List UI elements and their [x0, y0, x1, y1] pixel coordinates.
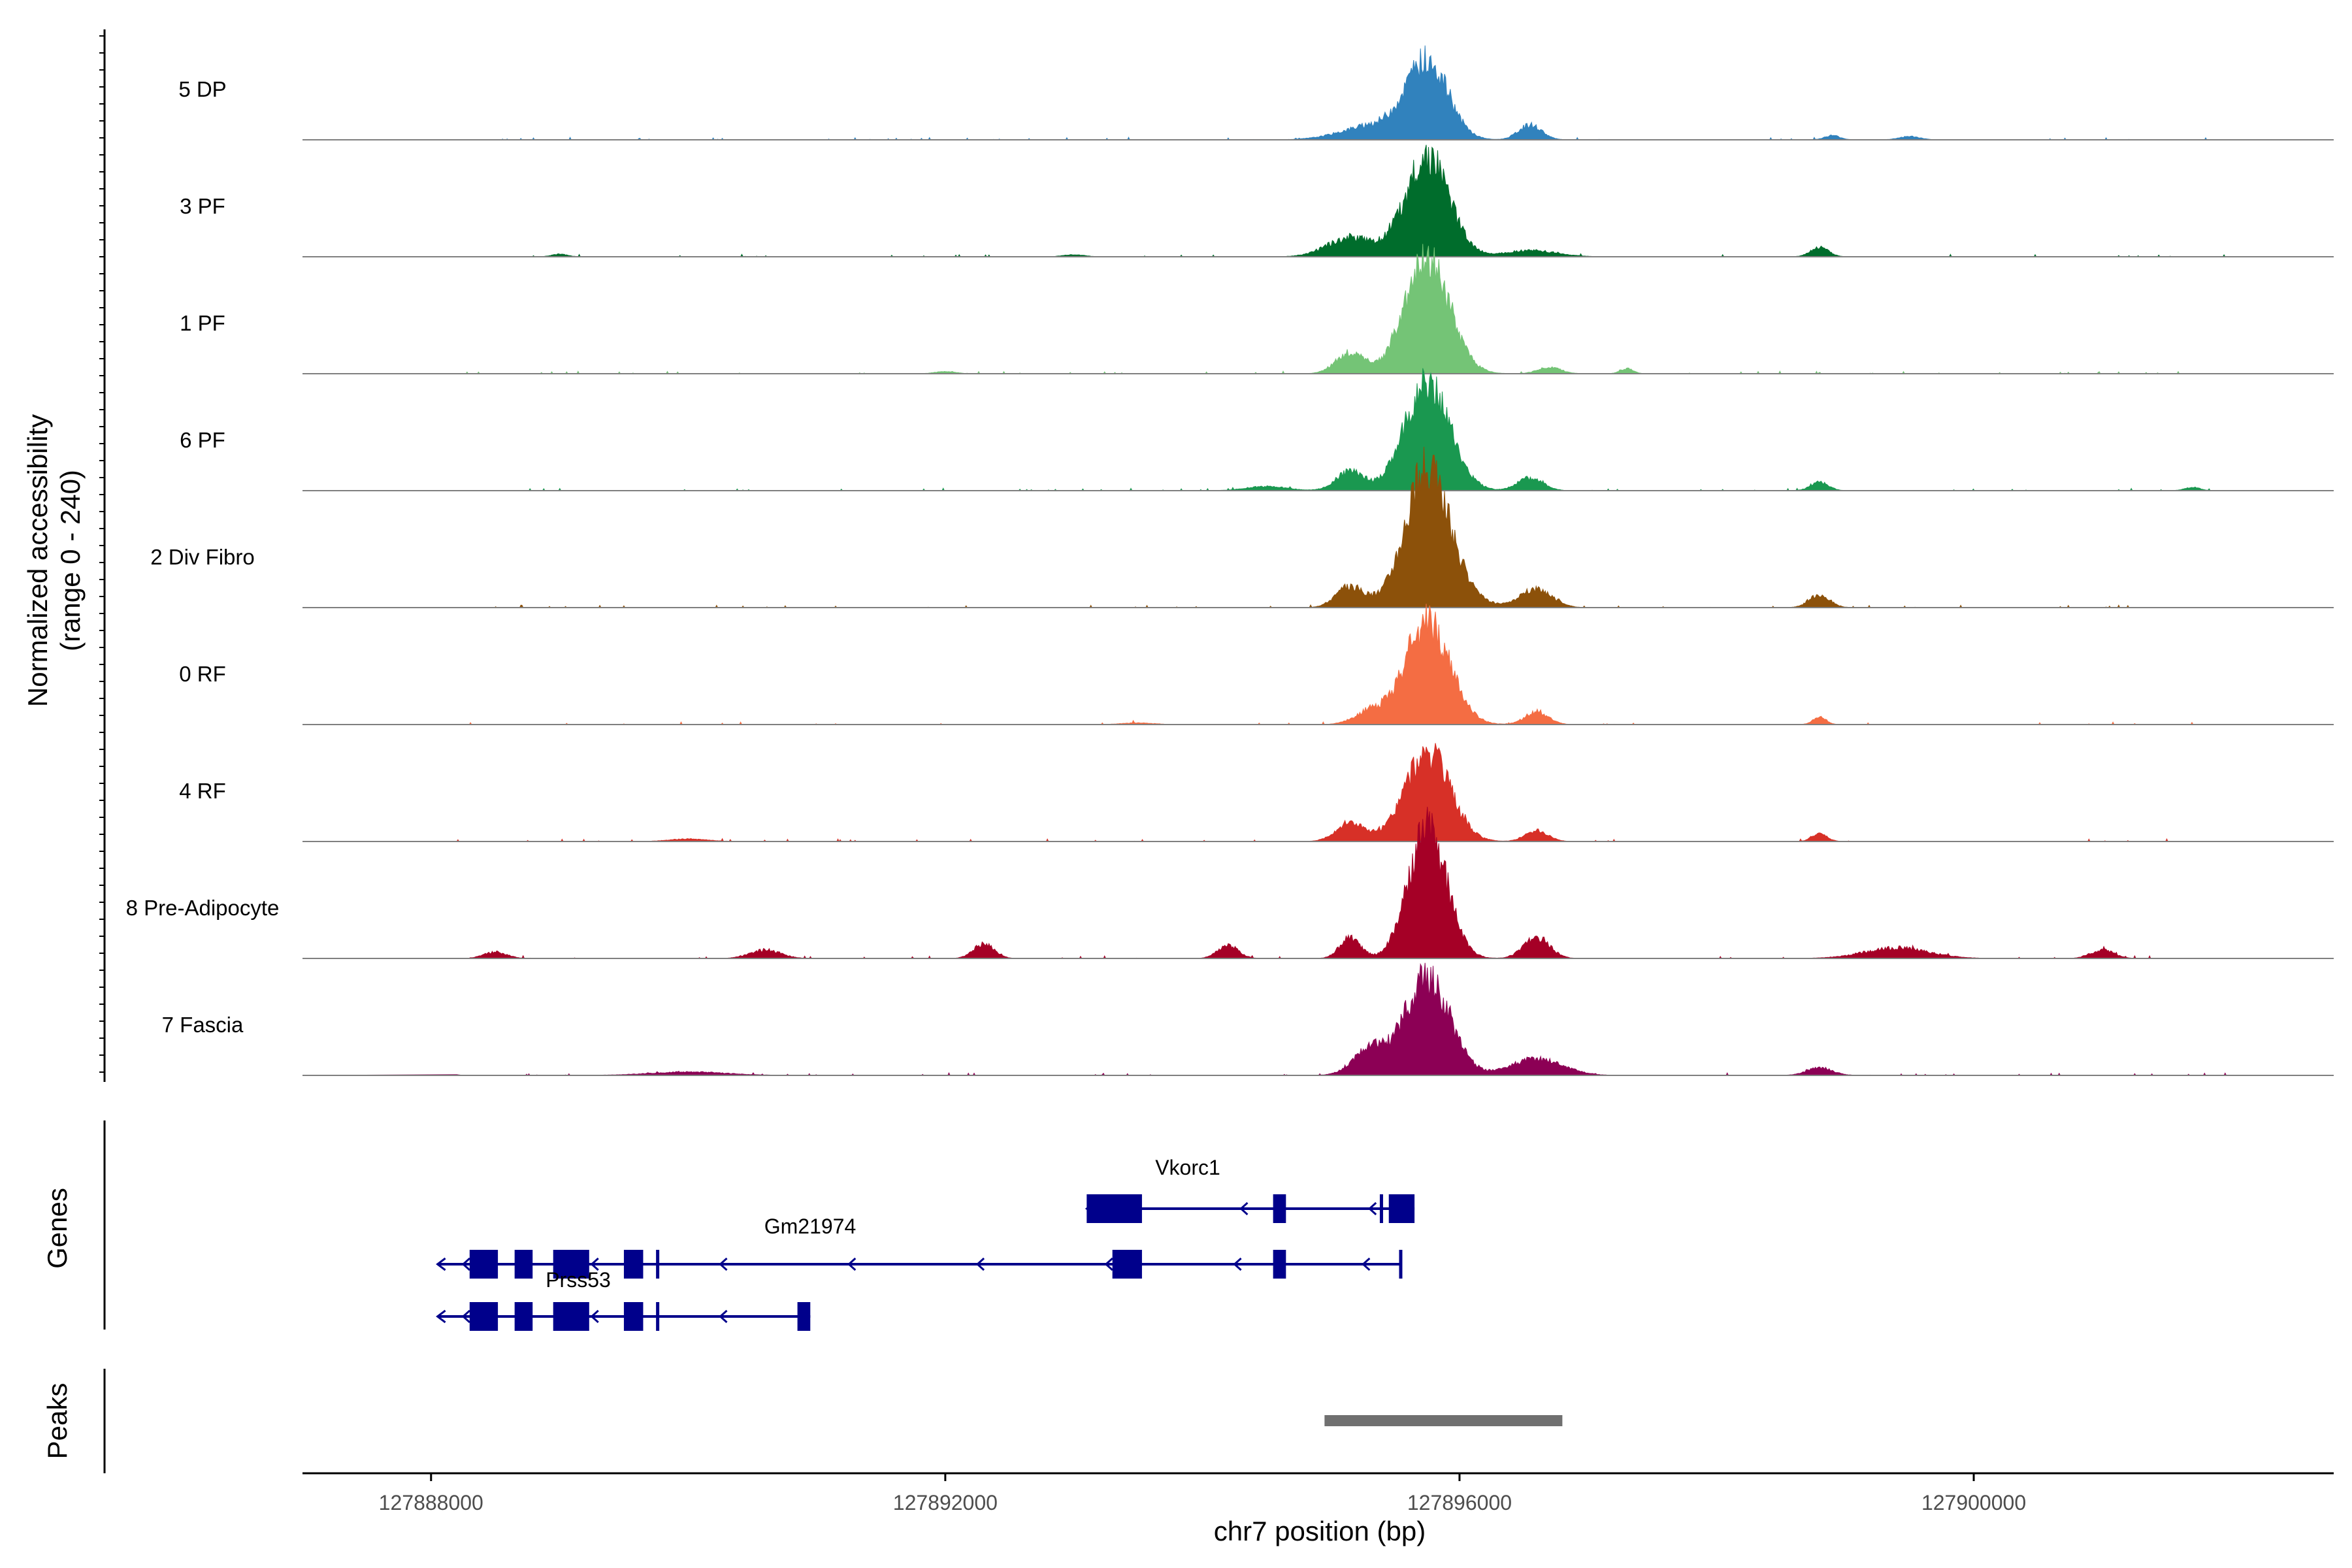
coverage-area-2-div-fibro: [302, 446, 2231, 608]
strand-arrow: [590, 1309, 599, 1324]
track-0-rf: [302, 604, 2334, 725]
coverage-area-4-rf: [302, 743, 2231, 843]
track-7-fascia: [302, 962, 2334, 1076]
track-5-dp: [302, 45, 2334, 140]
track-label-7-fascia: 7 Fascia: [162, 1013, 244, 1037]
track-2-div-fibro: [302, 446, 2334, 608]
track-label-2-div-fibro: 2 Div Fibro: [150, 545, 255, 569]
strand-arrow: [1367, 1201, 1377, 1216]
exon: [469, 1302, 498, 1331]
strand-arrow: [975, 1257, 985, 1271]
track-4-rf: [302, 743, 2334, 843]
exon: [1399, 1250, 1403, 1279]
track-label-8-pre-adipocyte: 8 Pre-Adipocyte: [126, 896, 280, 920]
exon: [1388, 1194, 1415, 1223]
coverage-area-8-pre-adipocyte: [302, 806, 2231, 959]
coverage-area-5-dp: [302, 45, 2231, 140]
track-label-6-pf: 6 PF: [180, 428, 225, 452]
exon: [514, 1302, 533, 1331]
peak-region: [1324, 1415, 1563, 1426]
peaks-track-label: Peaks: [42, 1383, 73, 1460]
strand-arrow: [1233, 1257, 1242, 1271]
y-axis-subtitle: (range 0 - 240): [55, 470, 86, 651]
exon: [553, 1250, 589, 1279]
x-tick-label: 127900000: [1921, 1491, 2026, 1514]
coverage-area-0-rf: [302, 604, 2231, 725]
y-axis-title: Normalized accessibility: [22, 414, 53, 707]
track-3-pf: [302, 144, 2334, 257]
x-tick-label: 127896000: [1407, 1491, 1512, 1514]
coverage-area-3-pf: [302, 144, 2231, 257]
gene-label-vkorc1: Vkorc1: [1155, 1156, 1220, 1179]
track-8-pre-adipocyte: [302, 806, 2334, 959]
exon: [656, 1302, 660, 1331]
coverage-area-1-pf: [302, 244, 2231, 374]
track-labels: 5 DP 3 PF 1 PF 6 PF 2 Div Fibro 0 RF 4 RF 8 Pre…: [126, 77, 280, 1037]
gene-vkorc1: Vkorc1: [1085, 1156, 1415, 1223]
x-tick-label: 127892000: [893, 1491, 998, 1514]
strand-arrow: [461, 1309, 470, 1324]
strand-arrow: [590, 1257, 599, 1271]
strand-arrow: [461, 1257, 470, 1271]
exon: [1112, 1250, 1142, 1279]
exon: [623, 1250, 644, 1279]
strand-arrow: [1362, 1257, 1371, 1271]
exon: [1273, 1250, 1286, 1279]
track-label-4-rf: 4 RF: [179, 779, 226, 803]
strand-arrow: [719, 1309, 728, 1324]
coverage-tracks: [302, 45, 2334, 1076]
gene-gm21974: Gm21974: [436, 1215, 1403, 1279]
exon: [656, 1250, 660, 1279]
genes-track: Vkorc1 Gm21974 Prss53: [103, 1120, 1415, 1331]
exon: [623, 1302, 644, 1331]
coverage-area-6-pf: [302, 368, 2231, 491]
gene-prss53: Prss53: [436, 1268, 811, 1331]
gene-label-prss53: Prss53: [546, 1268, 611, 1292]
strand-arrow: [1239, 1201, 1249, 1216]
strand-arrow: [719, 1257, 728, 1271]
strand-arrow: [847, 1257, 857, 1271]
exon: [469, 1250, 498, 1279]
track-label-3-pf: 3 PF: [180, 194, 225, 218]
coverage-area-7-fascia: [302, 962, 2231, 1076]
exon: [797, 1302, 811, 1331]
genes-track-label: Genes: [42, 1188, 73, 1269]
x-axis: 127888000 127892000 127896000 127900000: [302, 1472, 2334, 1514]
peaks-track: [103, 1369, 1563, 1473]
exon: [1273, 1194, 1286, 1223]
left-axis: [99, 29, 106, 1082]
strand-arrow: [436, 1257, 446, 1271]
x-axis-title: chr7 position (bp): [1214, 1516, 1426, 1546]
track-label-5-dp: 5 DP: [178, 77, 226, 101]
track-1-pf: [302, 244, 2334, 374]
strand-arrow: [1104, 1257, 1113, 1271]
track-label-1-pf: 1 PF: [180, 311, 225, 335]
track-label-0-rf: 0 RF: [179, 662, 226, 686]
x-tick-label: 127888000: [379, 1491, 483, 1514]
exon: [553, 1302, 589, 1331]
exon: [1379, 1194, 1383, 1223]
exon: [1086, 1194, 1142, 1223]
strand-arrow: [436, 1309, 446, 1324]
exon: [514, 1250, 533, 1279]
gene-label-gm21974: Gm21974: [764, 1215, 857, 1238]
track-6-pf: [302, 368, 2334, 491]
